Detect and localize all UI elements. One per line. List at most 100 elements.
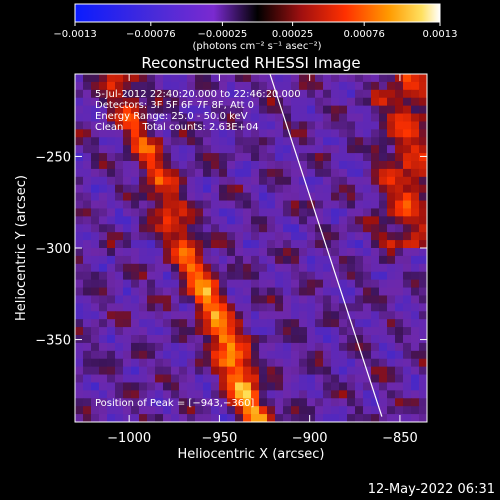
heatmap-cell (227, 224, 236, 233)
heatmap-cell (203, 390, 212, 399)
heatmap-cell (299, 358, 308, 368)
heatmap-cell (259, 208, 268, 217)
heatmap-cell (83, 145, 92, 154)
heatmap-cell (219, 176, 228, 186)
heatmap-cell (299, 224, 308, 233)
heatmap-cell (171, 113, 180, 123)
heatmap-cell (403, 374, 412, 384)
heatmap-cell (323, 350, 332, 360)
heatmap-cell (139, 248, 148, 257)
heatmap-cell (115, 287, 124, 297)
heatmap-cell (139, 89, 148, 99)
heatmap-cell (355, 121, 364, 130)
heatmap-cell (395, 295, 404, 304)
heatmap-cell (371, 279, 380, 289)
heatmap-cell (235, 303, 244, 312)
heatmap-cell (275, 311, 284, 320)
heatmap-cell (171, 224, 180, 233)
heatmap-cell (323, 255, 332, 265)
heatmap-cell (83, 168, 92, 178)
heatmap-cell (411, 137, 420, 146)
heatmap-cell (419, 271, 427, 281)
heatmap-cell (339, 366, 348, 376)
heatmap-cell (163, 216, 172, 225)
heatmap-cell (171, 382, 180, 391)
heatmap-cell (283, 184, 292, 194)
heatmap-cell (371, 224, 380, 233)
heatmap-cell (91, 319, 100, 328)
heatmap-cell (411, 129, 420, 138)
heatmap-cell (363, 97, 372, 107)
heatmap-cell (147, 74, 156, 83)
heatmap-cell (83, 89, 92, 99)
heatmap-cell (123, 81, 132, 91)
heatmap-cell (339, 279, 348, 289)
heatmap-cell (187, 271, 196, 281)
heatmap-cell (291, 168, 300, 178)
heatmap-cell (171, 374, 180, 384)
heatmap-cell (75, 327, 84, 336)
heatmap-cell (403, 129, 412, 138)
heatmap-cell (419, 161, 427, 170)
heatmap-cell (403, 81, 412, 91)
heatmap-cell (131, 145, 140, 154)
heatmap-cell (395, 248, 404, 257)
heatmap-cell (379, 224, 388, 233)
heatmap-cell (155, 97, 164, 107)
heatmap-cell (147, 374, 156, 384)
heatmap-cell (235, 105, 244, 115)
heatmap-cell (155, 311, 164, 320)
heatmap-cell (347, 311, 356, 320)
heatmap-cell (91, 335, 100, 344)
heatmap-cell (227, 161, 236, 170)
heatmap-cell (403, 145, 412, 154)
heatmap-cell (83, 176, 92, 186)
heatmap-cell (347, 176, 356, 186)
heatmap-cell (403, 224, 412, 233)
heatmap-cell (395, 89, 404, 99)
heatmap-cell (179, 358, 188, 368)
heatmap-cell (275, 240, 284, 249)
heatmap-cell (371, 232, 380, 241)
heatmap-cell (75, 358, 84, 368)
heatmap-cell (219, 192, 228, 202)
heatmap-cell (115, 208, 124, 217)
heatmap-cell (163, 271, 172, 281)
heatmap-cell (83, 113, 92, 123)
heatmap-cell (395, 74, 404, 83)
heatmap-cell (307, 350, 316, 360)
heatmap-cell (219, 97, 228, 107)
heatmap-cell (363, 350, 372, 360)
heatmap-cell (251, 303, 260, 312)
heatmap-cell (187, 287, 196, 297)
heatmap-cell (187, 390, 196, 399)
heatmap-cell (171, 161, 180, 170)
heatmap-cell (395, 382, 404, 391)
heatmap-cell (75, 240, 84, 249)
x-tick-label: −900 (292, 431, 328, 446)
heatmap-cell (179, 263, 188, 273)
heatmap-cell (379, 176, 388, 186)
heatmap-cell (171, 129, 180, 138)
heatmap-cell (131, 137, 140, 146)
heatmap-cell (243, 335, 252, 344)
heatmap-cell (219, 200, 228, 210)
heatmap-cell (307, 161, 316, 170)
heatmap-cell (275, 216, 284, 225)
heatmap-cell (299, 406, 308, 415)
heatmap-cell (243, 263, 252, 273)
heatmap-cell (283, 113, 292, 123)
heatmap-cell (307, 382, 316, 391)
heatmap-cell (115, 295, 124, 304)
heatmap-cell (99, 287, 108, 297)
heatmap-cell (259, 153, 268, 162)
heatmap-cell (131, 89, 140, 99)
heatmap-cell (283, 216, 292, 225)
heatmap-cell (227, 390, 236, 399)
heatmap-cell (339, 105, 348, 115)
heatmap-cell (379, 168, 388, 178)
heatmap-cell (387, 350, 396, 360)
heatmap-cell (187, 232, 196, 241)
heatmap-cell (419, 145, 427, 154)
heatmap-cell (99, 311, 108, 320)
